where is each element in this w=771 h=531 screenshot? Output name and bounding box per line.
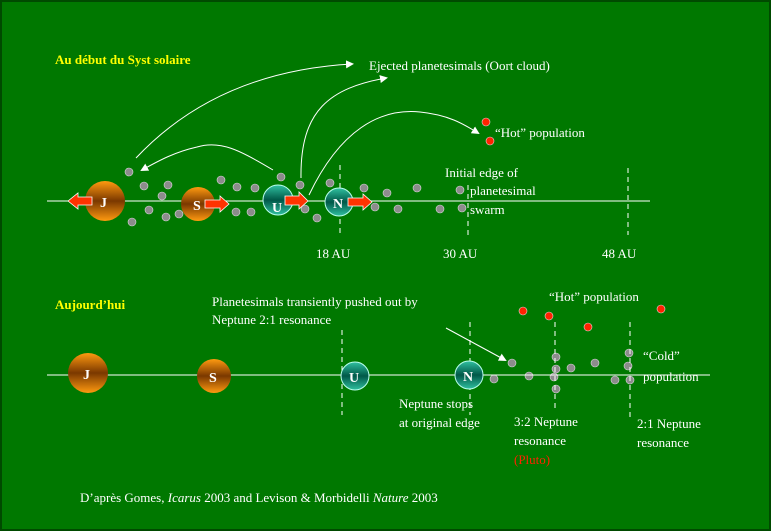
planetesimal-dot: [551, 364, 561, 374]
planetesimal-dot: [412, 183, 422, 193]
planet-uranus-now: U: [340, 361, 370, 391]
planetesimal-dot: [127, 217, 137, 227]
res32-label-1: 3:2 Neptune: [514, 414, 578, 429]
planetesimal-dot: [623, 361, 633, 371]
citation: D’après Gomes, Icarus 2003 and Levison &…: [80, 490, 438, 505]
planetesimal-dot: [216, 175, 226, 185]
res32-label-2: resonance: [514, 433, 566, 448]
hot-planetesimal-dot: [544, 311, 554, 321]
planet-saturn-early: S: [181, 187, 215, 221]
svg-text:N: N: [463, 370, 473, 385]
planetesimal-dot: [139, 181, 149, 191]
res21-label-2: resonance: [637, 435, 689, 450]
ejected-label: Ejected planetesimals (Oort cloud): [369, 58, 550, 73]
pushed-label-2: Neptune 2:1 resonance: [212, 312, 331, 327]
planetesimal-dot: [161, 212, 171, 222]
planetesimal-dot: [507, 358, 517, 368]
hot-planetesimal-dot: [481, 117, 491, 127]
planetesimal-dot: [163, 180, 173, 190]
planetesimal-dot: [455, 185, 465, 195]
hot-planetesimal-dot: [583, 322, 593, 332]
planetesimal-dot: [549, 372, 559, 382]
planetesimal-dot: [551, 384, 561, 394]
edge-label-1: Initial edge of: [445, 165, 519, 180]
planetesimal-dot: [435, 204, 445, 214]
hot-planetesimal-dot: [518, 306, 528, 316]
res21-label-1: 2:1 Neptune: [637, 416, 701, 431]
edge-label-3: swarm: [470, 202, 505, 217]
label-48au: 48 AU: [602, 246, 637, 261]
planetesimal-dot: [590, 358, 600, 368]
svg-text:U: U: [272, 201, 282, 216]
svg-text:J: J: [83, 368, 90, 383]
planetesimal-dot: [489, 374, 499, 384]
pushed-label-1: Planetesimals transiently pushed out by: [212, 294, 418, 309]
planetesimals: [124, 117, 666, 394]
trajectory-arrows: [135, 60, 507, 361]
top-title: Au début du Syst solaire: [55, 52, 191, 67]
planetesimal-dot: [359, 183, 369, 193]
hot-planetesimal-dot: [656, 304, 666, 314]
planetesimal-dot: [524, 371, 534, 381]
planetesimal-dot: [231, 207, 241, 217]
planetesimal-dot: [382, 188, 392, 198]
top-hot-label: “Hot” population: [495, 125, 585, 140]
planet-jupiter-early: J: [85, 181, 125, 221]
planetesimal-dot: [624, 348, 634, 358]
planetesimal-dot: [157, 191, 167, 201]
planetesimal-dot: [370, 202, 380, 212]
pluto-label: (Pluto): [514, 452, 550, 467]
planetesimal-dot: [250, 183, 260, 193]
top-distance-markers: [339, 165, 629, 235]
planet-saturn-now: S: [197, 359, 231, 393]
planetesimal-dot: [610, 375, 620, 385]
planetesimal-dot: [174, 209, 184, 219]
planetesimal-dot: [232, 182, 242, 192]
edge-label-2: planetesimal: [470, 183, 536, 198]
bottom-resonance-markers: [341, 322, 631, 420]
bottom-title: Aujourd’hui: [55, 297, 125, 312]
neptune-stops-1: Neptune stops: [399, 396, 473, 411]
svg-text:S: S: [209, 371, 217, 386]
planetesimal-dot: [312, 213, 322, 223]
planetesimal-dot: [276, 172, 286, 182]
planetesimal-dot: [300, 204, 310, 214]
planet-jupiter-now: J: [68, 353, 108, 393]
planetesimal-dot: [393, 204, 403, 214]
svg-text:N: N: [333, 197, 343, 212]
cold-label-2: population: [643, 369, 699, 384]
label-18au: 18 AU: [316, 246, 351, 261]
planetesimal-dot: [325, 178, 335, 188]
planet-neptune-now: N: [454, 360, 484, 390]
migration-arrows: [67, 191, 373, 213]
planetesimal-dot: [551, 352, 561, 362]
svg-text:U: U: [349, 371, 359, 386]
planetesimal-dot: [144, 205, 154, 215]
cold-label-1: “Cold”: [643, 348, 680, 363]
svg-text:S: S: [193, 199, 201, 214]
planetesimal-dot: [457, 203, 467, 213]
planetesimal-dot: [124, 167, 134, 177]
hot-planetesimal-dot: [485, 136, 495, 146]
neptune-stops-2: at original edge: [399, 415, 480, 430]
bottom-hot-label: “Hot” population: [549, 289, 639, 304]
label-30au: 30 AU: [443, 246, 478, 261]
planetesimal-dot: [295, 180, 305, 190]
planetesimal-dot: [566, 363, 576, 373]
planetesimal-dot: [246, 207, 256, 217]
svg-text:J: J: [100, 196, 107, 211]
